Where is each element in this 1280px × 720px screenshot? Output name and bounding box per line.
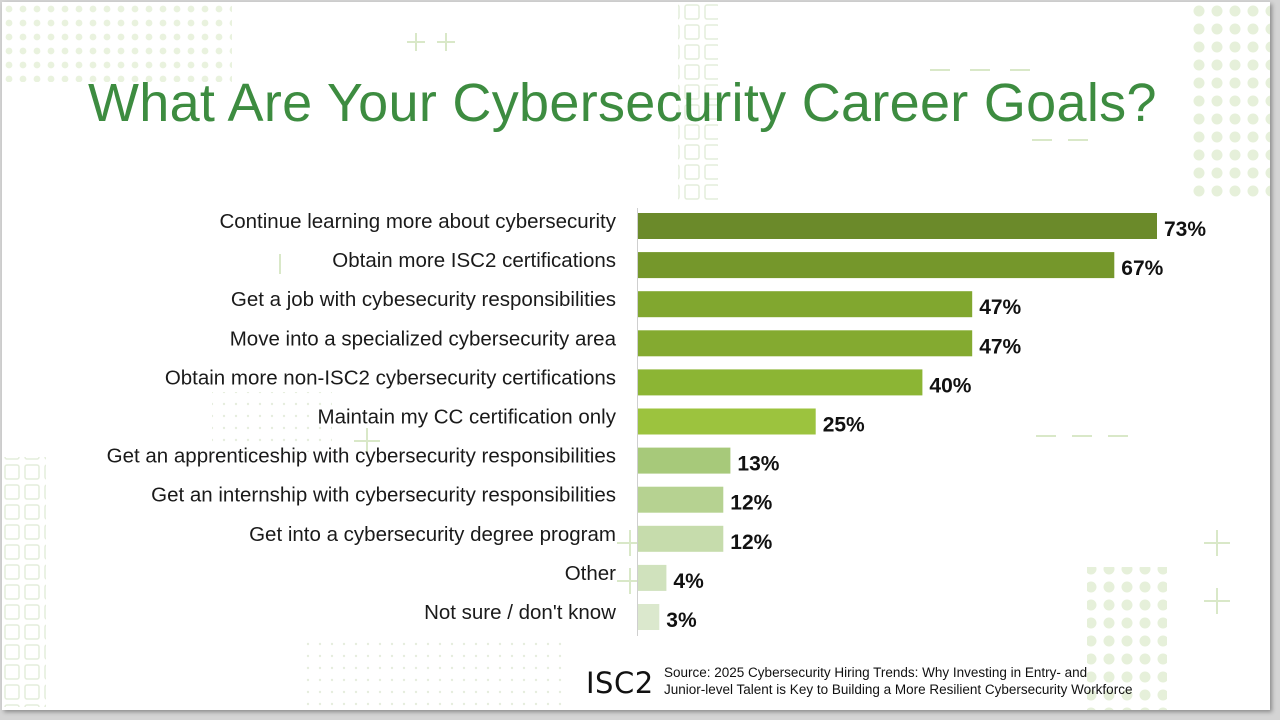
bar-4 [638,330,973,357]
category-label-6: Maintain my CC certification only [318,406,617,429]
bar-5 [638,369,923,396]
bar-9 [638,525,724,552]
category-label-7: Get an apprenticeship with cybersecurity… [107,445,616,468]
bars-layer: Continue learning more about cybersecuri… [107,210,1207,632]
value-label-10: 4% [673,570,704,593]
bar-6 [638,408,816,435]
value-label-6: 25% [823,414,865,437]
category-label-3: Get a job with cybesecurity responsibili… [231,288,616,311]
category-label-9: Get into a cybersecurity degree program [249,523,616,546]
bar-8 [638,486,724,513]
isc2-logo: ISC2 [586,666,654,700]
source-line-2: Junior-level Talent is Key to Building a… [664,682,1133,697]
bar-3 [638,291,973,318]
value-label-8: 12% [730,492,772,515]
source-line-1: Source: 2025 Cybersecurity Hiring Trends… [664,665,1088,680]
value-label-1: 73% [1164,218,1206,241]
value-label-4: 47% [979,335,1021,358]
bar-chart: Continue learning more about cybersecuri… [107,208,1207,636]
value-label-2: 67% [1121,257,1163,280]
value-label-5: 40% [929,374,971,397]
value-label-9: 12% [730,531,772,554]
slide: What Are Your Cybersecurity Career Goals… [2,2,1270,710]
category-label-11: Not sure / don't know [424,601,616,624]
bar-1 [638,213,1157,239]
category-label-10: Other [565,562,616,585]
category-label-4: Move into a specialized cybersecurity ar… [230,327,617,350]
value-label-11: 3% [666,609,697,632]
page-title: What Are Your Cybersecurity Career Goals… [88,73,1157,133]
value-label-3: 47% [979,296,1021,319]
category-label-5: Obtain more non-ISC2 cybersecurity certi… [165,366,616,389]
bar-7 [638,447,731,474]
bar-2 [638,252,1115,279]
value-label-7: 13% [737,453,779,476]
bar-11 [638,604,660,630]
category-label-8: Get an internship with cybersecurity res… [151,484,616,507]
category-label-2: Obtain more ISC2 certifications [332,249,616,272]
source-note: Source: 2025 Cybersecurity Hiring Trends… [664,664,1264,698]
category-label-1: Continue learning more about cybersecuri… [219,210,616,233]
bar-10 [638,564,667,591]
